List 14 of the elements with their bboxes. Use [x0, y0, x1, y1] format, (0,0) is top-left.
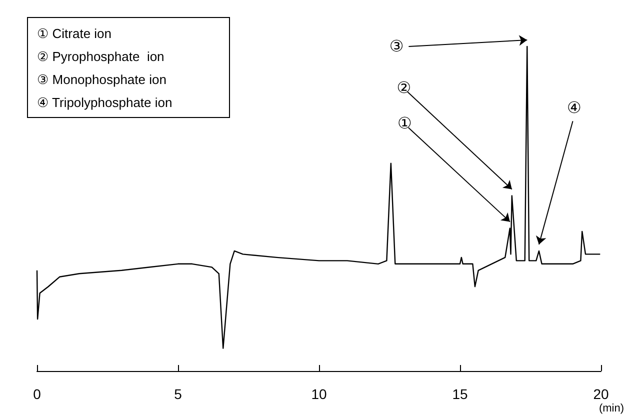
- annotation: ②: [396, 80, 412, 98]
- x-tick-label: 5: [174, 386, 182, 402]
- annotation: ①: [398, 116, 412, 133]
- x-tick-label: 20: [593, 386, 609, 402]
- x-tick-label: 0: [33, 386, 42, 402]
- annotation: ③ Monophosphate ion: [37, 72, 166, 87]
- text: ① Citrate ion: [37, 26, 112, 41]
- x-axis-title: (min): [598, 402, 624, 414]
- annotation: ④: [566, 100, 582, 117]
- annotation: ③: [389, 38, 404, 56]
- annotation: ② Pyrophosphate ion: [37, 49, 164, 64]
- x-tick-label: 10: [311, 386, 327, 402]
- x-tick-label: 15: [452, 386, 468, 402]
- annotation: ④ Tripolyphosphate ion: [37, 95, 172, 110]
